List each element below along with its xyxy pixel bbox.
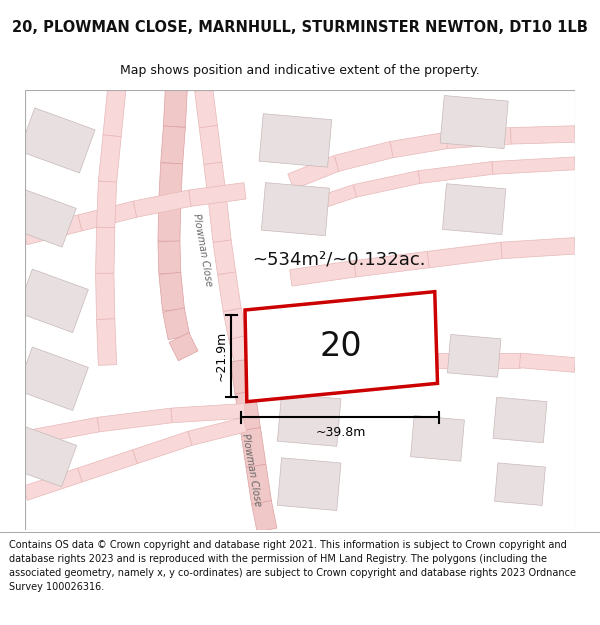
Polygon shape [169,332,198,361]
Polygon shape [218,272,241,311]
Polygon shape [354,251,430,277]
Polygon shape [188,418,247,446]
Polygon shape [163,308,190,339]
Polygon shape [163,89,187,127]
Polygon shape [10,189,76,247]
Polygon shape [288,156,340,189]
Polygon shape [241,428,266,468]
Polygon shape [355,353,438,372]
Polygon shape [17,269,88,332]
Polygon shape [446,127,511,149]
Polygon shape [251,501,277,532]
Text: Contains OS data © Crown copyright and database right 2021. This information is : Contains OS data © Crown copyright and d… [9,539,576,591]
Polygon shape [158,241,181,274]
Polygon shape [95,228,115,274]
Polygon shape [97,408,173,432]
Polygon shape [77,450,137,482]
Polygon shape [97,181,116,228]
Polygon shape [23,215,82,244]
Polygon shape [199,126,222,164]
Polygon shape [357,298,408,341]
Polygon shape [259,114,332,167]
Polygon shape [492,157,575,174]
Polygon shape [133,431,193,464]
Polygon shape [194,89,217,127]
Polygon shape [19,108,95,173]
Polygon shape [262,182,329,236]
Text: Plowman Close: Plowman Close [240,433,263,508]
Polygon shape [97,319,116,366]
Polygon shape [493,398,547,442]
Polygon shape [410,416,464,461]
Polygon shape [520,353,575,372]
Polygon shape [427,242,503,268]
Text: Map shows position and indicative extent of the property.: Map shows position and indicative extent… [120,64,480,77]
Text: Plowman Close: Plowman Close [191,213,213,288]
Polygon shape [391,132,448,158]
Polygon shape [335,142,394,171]
Polygon shape [230,359,255,394]
Polygon shape [223,308,247,339]
Polygon shape [229,336,252,362]
Polygon shape [10,427,77,487]
Polygon shape [437,353,520,367]
Polygon shape [353,171,421,197]
Polygon shape [189,182,246,206]
Polygon shape [17,347,88,411]
Polygon shape [418,161,493,184]
Text: 20: 20 [320,330,362,363]
Polygon shape [511,126,575,144]
Polygon shape [204,162,227,201]
Polygon shape [161,126,185,164]
Polygon shape [277,394,341,446]
Polygon shape [442,184,506,234]
Polygon shape [501,238,575,259]
Text: ~39.8m: ~39.8m [315,426,365,439]
Polygon shape [159,272,184,311]
Polygon shape [448,334,501,378]
Polygon shape [290,261,356,286]
Text: ~534m²/~0.132ac.: ~534m²/~0.132ac. [253,251,426,269]
Polygon shape [103,89,126,137]
Polygon shape [95,273,115,319]
Polygon shape [246,464,271,504]
Polygon shape [208,199,231,242]
Polygon shape [158,200,181,241]
Polygon shape [290,357,356,381]
Polygon shape [245,292,437,402]
Polygon shape [23,468,82,500]
Polygon shape [277,458,341,511]
Text: 20, PLOWMAN CLOSE, MARNHULL, STURMINSTER NEWTON, DT10 1LB: 20, PLOWMAN CLOSE, MARNHULL, STURMINSTER… [12,19,588,34]
Text: ~21.9m: ~21.9m [215,331,227,381]
Polygon shape [159,162,182,201]
Polygon shape [171,404,245,422]
Polygon shape [133,190,191,218]
Polygon shape [78,201,137,231]
Polygon shape [440,96,508,149]
Polygon shape [298,185,357,215]
Polygon shape [235,391,260,431]
Polygon shape [494,463,545,506]
Polygon shape [23,418,100,446]
Polygon shape [213,240,236,274]
Polygon shape [98,135,121,182]
